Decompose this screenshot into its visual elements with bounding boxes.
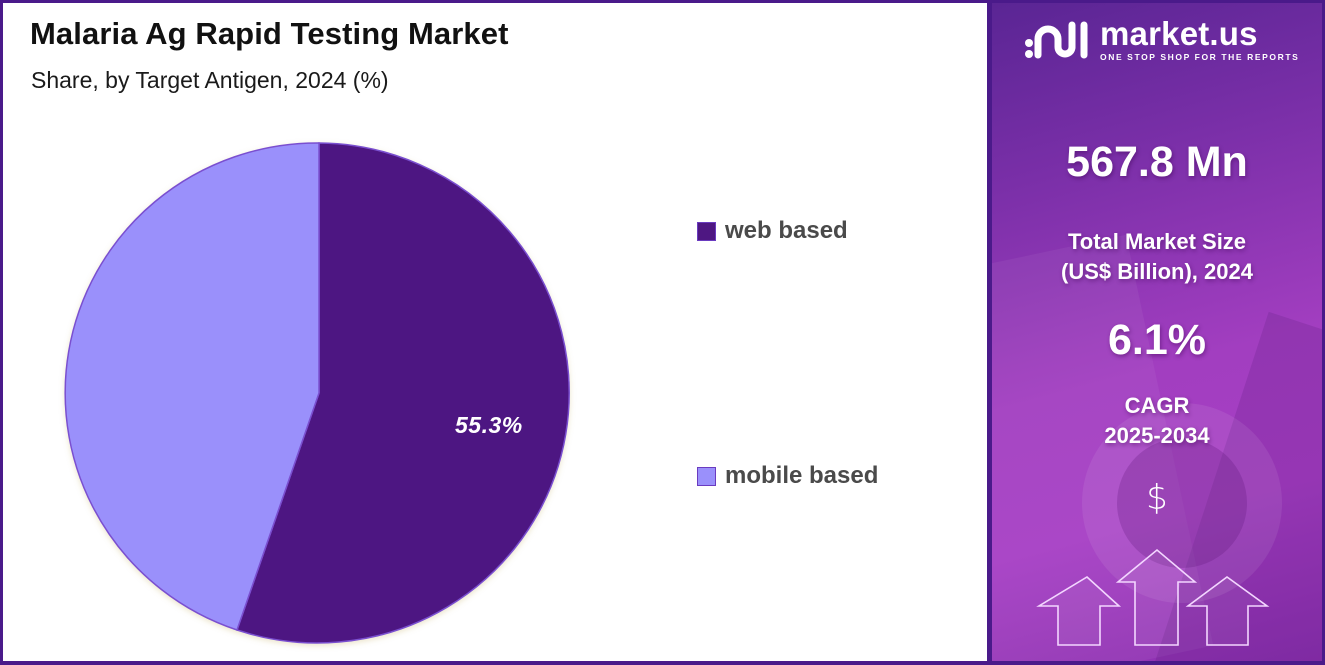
summary-side-panel: market.us ONE STOP SHOP FOR THE REPORTS …	[992, 3, 1322, 661]
cagr-label-line1: CAGR	[1124, 393, 1190, 418]
legend-item-mobile-based[interactable]: mobile based	[697, 462, 878, 490]
pie-label-web-based: 55.3%	[455, 412, 523, 438]
market-us-logo[interactable]: market.us ONE STOP SHOP FOR THE REPORTS	[1024, 17, 1299, 62]
chart-panel: Malaria Ag Rapid Testing Market Share, b…	[3, 3, 987, 661]
dollar-icon: $	[1146, 478, 1168, 518]
growth-arrows-icon	[1036, 548, 1270, 646]
cagr-label-line2: 2025-2034	[1104, 423, 1210, 448]
chart-subtitle: Share, by Target Antigen, 2024 (%)	[31, 67, 389, 93]
legend-label-web-based: web based	[725, 217, 848, 244]
market-size-value: 567.8 Mn	[1066, 138, 1248, 186]
legend-swatch-mobile-based	[697, 466, 716, 486]
chart-title: Malaria Ag Rapid Testing Market	[30, 16, 509, 51]
market-size-label-line2: (US$ Billion), 2024	[1061, 259, 1253, 284]
pie-chart	[64, 142, 570, 644]
logo-tagline: ONE STOP SHOP FOR THE REPORTS	[1100, 52, 1300, 62]
pie-slice-web-based[interactable]	[236, 142, 570, 644]
logo-mark-icon	[1025, 21, 1088, 59]
background-decoration	[1082, 403, 1282, 603]
legend-item-web-based[interactable]: web based	[697, 217, 848, 245]
pie-slice-mobile-based[interactable]	[64, 142, 320, 631]
background-decoration	[1117, 438, 1247, 568]
cagr-value: 6.1%	[1107, 316, 1206, 364]
market-size-label-line1: Total Market Size	[1067, 229, 1247, 254]
legend-swatch-web-based	[697, 221, 716, 241]
logo-name: market.us	[1100, 15, 1258, 52]
legend-label-mobile-based: mobile based	[725, 462, 879, 489]
